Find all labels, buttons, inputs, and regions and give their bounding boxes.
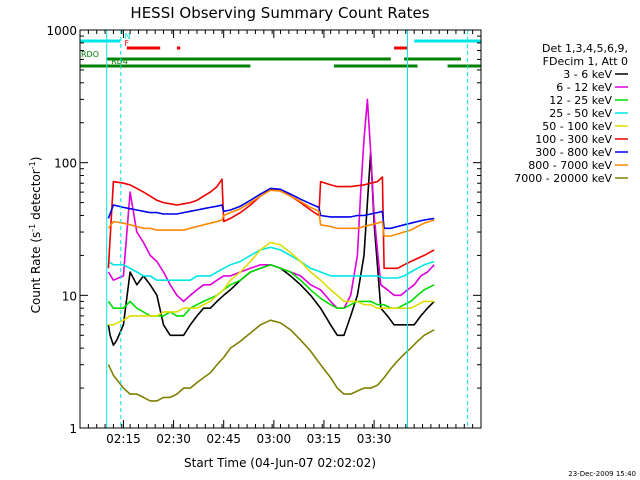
y-axis-label: Count Rate (s-1 detector-1) (28, 157, 43, 314)
legend-label-2: 6 - 12 keV (556, 81, 612, 94)
y-label-part1: Count Rate (s (29, 232, 43, 314)
legend: Det 1,3,4,5,6,9,FDecim 1, Att 03 - 6 keV… (514, 42, 628, 185)
y-tick-label-4: 1000 (46, 24, 77, 38)
flag-label-3: F (124, 39, 129, 48)
legend-label-5: 50 - 100 keV (542, 120, 612, 133)
flag-label-5: RDO (81, 50, 99, 59)
x-tick-label-2: 02:30 (156, 432, 191, 446)
x-axis-label: Start Time (04-Jun-07 02:02:02) (184, 456, 376, 470)
legend-label-1: 3 - 6 keV (563, 68, 612, 81)
y-tick-label-1: 1 (69, 422, 77, 436)
legend-label-9: 7000 - 20000 keV (514, 172, 612, 185)
y-tick-label-3: 100 (54, 157, 77, 171)
legend-label-4: 25 - 50 keV (549, 107, 612, 120)
plot-frame (79, 29, 482, 429)
x-tick-label-4: 03:00 (257, 432, 292, 446)
series-line-8 (107, 189, 435, 237)
y-ticks: 1 10 100 1000 (46, 24, 481, 436)
series-layer (107, 98, 435, 402)
legend-header-2: FDecim 1, Att 0 (543, 55, 628, 68)
x-ticks: 02:15 02:30 02:45 03:00 03:15 03:30 (79, 30, 482, 446)
legend-label-6: 100 - 300 keV (535, 133, 612, 146)
y-tick-label-2: 10 (62, 289, 77, 303)
y-label-part2: detector (29, 169, 43, 224)
x-tick-label-5: 03:15 (307, 432, 342, 446)
series-line-9 (107, 319, 435, 402)
legend-label-7: 300 - 800 keV (535, 146, 612, 159)
y-label-sup2: -1 (28, 161, 37, 169)
series-line-4 (107, 246, 435, 282)
legend-label-3: 12 - 25 keV (549, 94, 612, 107)
series-line-7 (107, 187, 435, 230)
vline-layer (106, 30, 469, 428)
flags-layer: NF RDO RD4 (80, 32, 481, 68)
x-tick-label-3: 02:45 (206, 432, 241, 446)
y-label-part3: ) (29, 157, 43, 162)
x-tick-label-1: 02:15 (106, 432, 141, 446)
legend-header-1: Det 1,3,4,5,6,9, (542, 42, 628, 55)
flag-label-1: N (124, 32, 130, 41)
legend-label-8: 800 - 7000 keV (528, 159, 612, 172)
x-tick-label-6: 03:30 (357, 432, 392, 446)
flag-label-6: RD4 (111, 57, 128, 66)
series-line-2 (107, 98, 435, 310)
chart-title: HESSI Observing Summary Count Rates (130, 4, 429, 22)
series-line-5 (108, 241, 435, 326)
y-label-sup1: -1 (28, 224, 37, 232)
footer-timestamp: 23-Dec-2009 15:40 (568, 470, 636, 478)
